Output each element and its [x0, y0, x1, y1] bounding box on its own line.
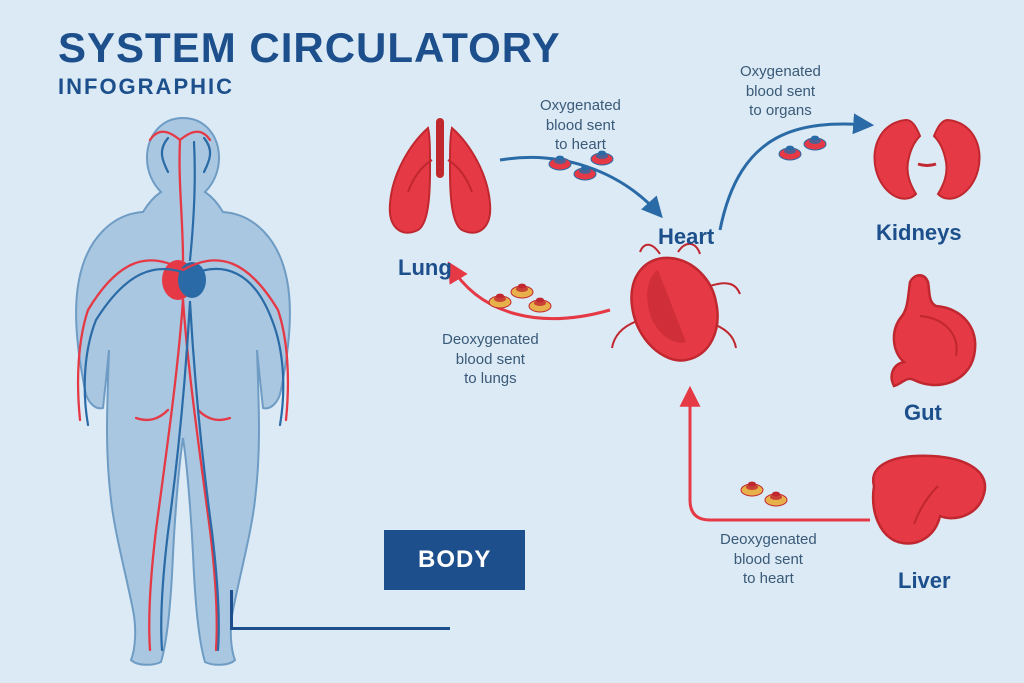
blood-cells	[0, 0, 1024, 683]
